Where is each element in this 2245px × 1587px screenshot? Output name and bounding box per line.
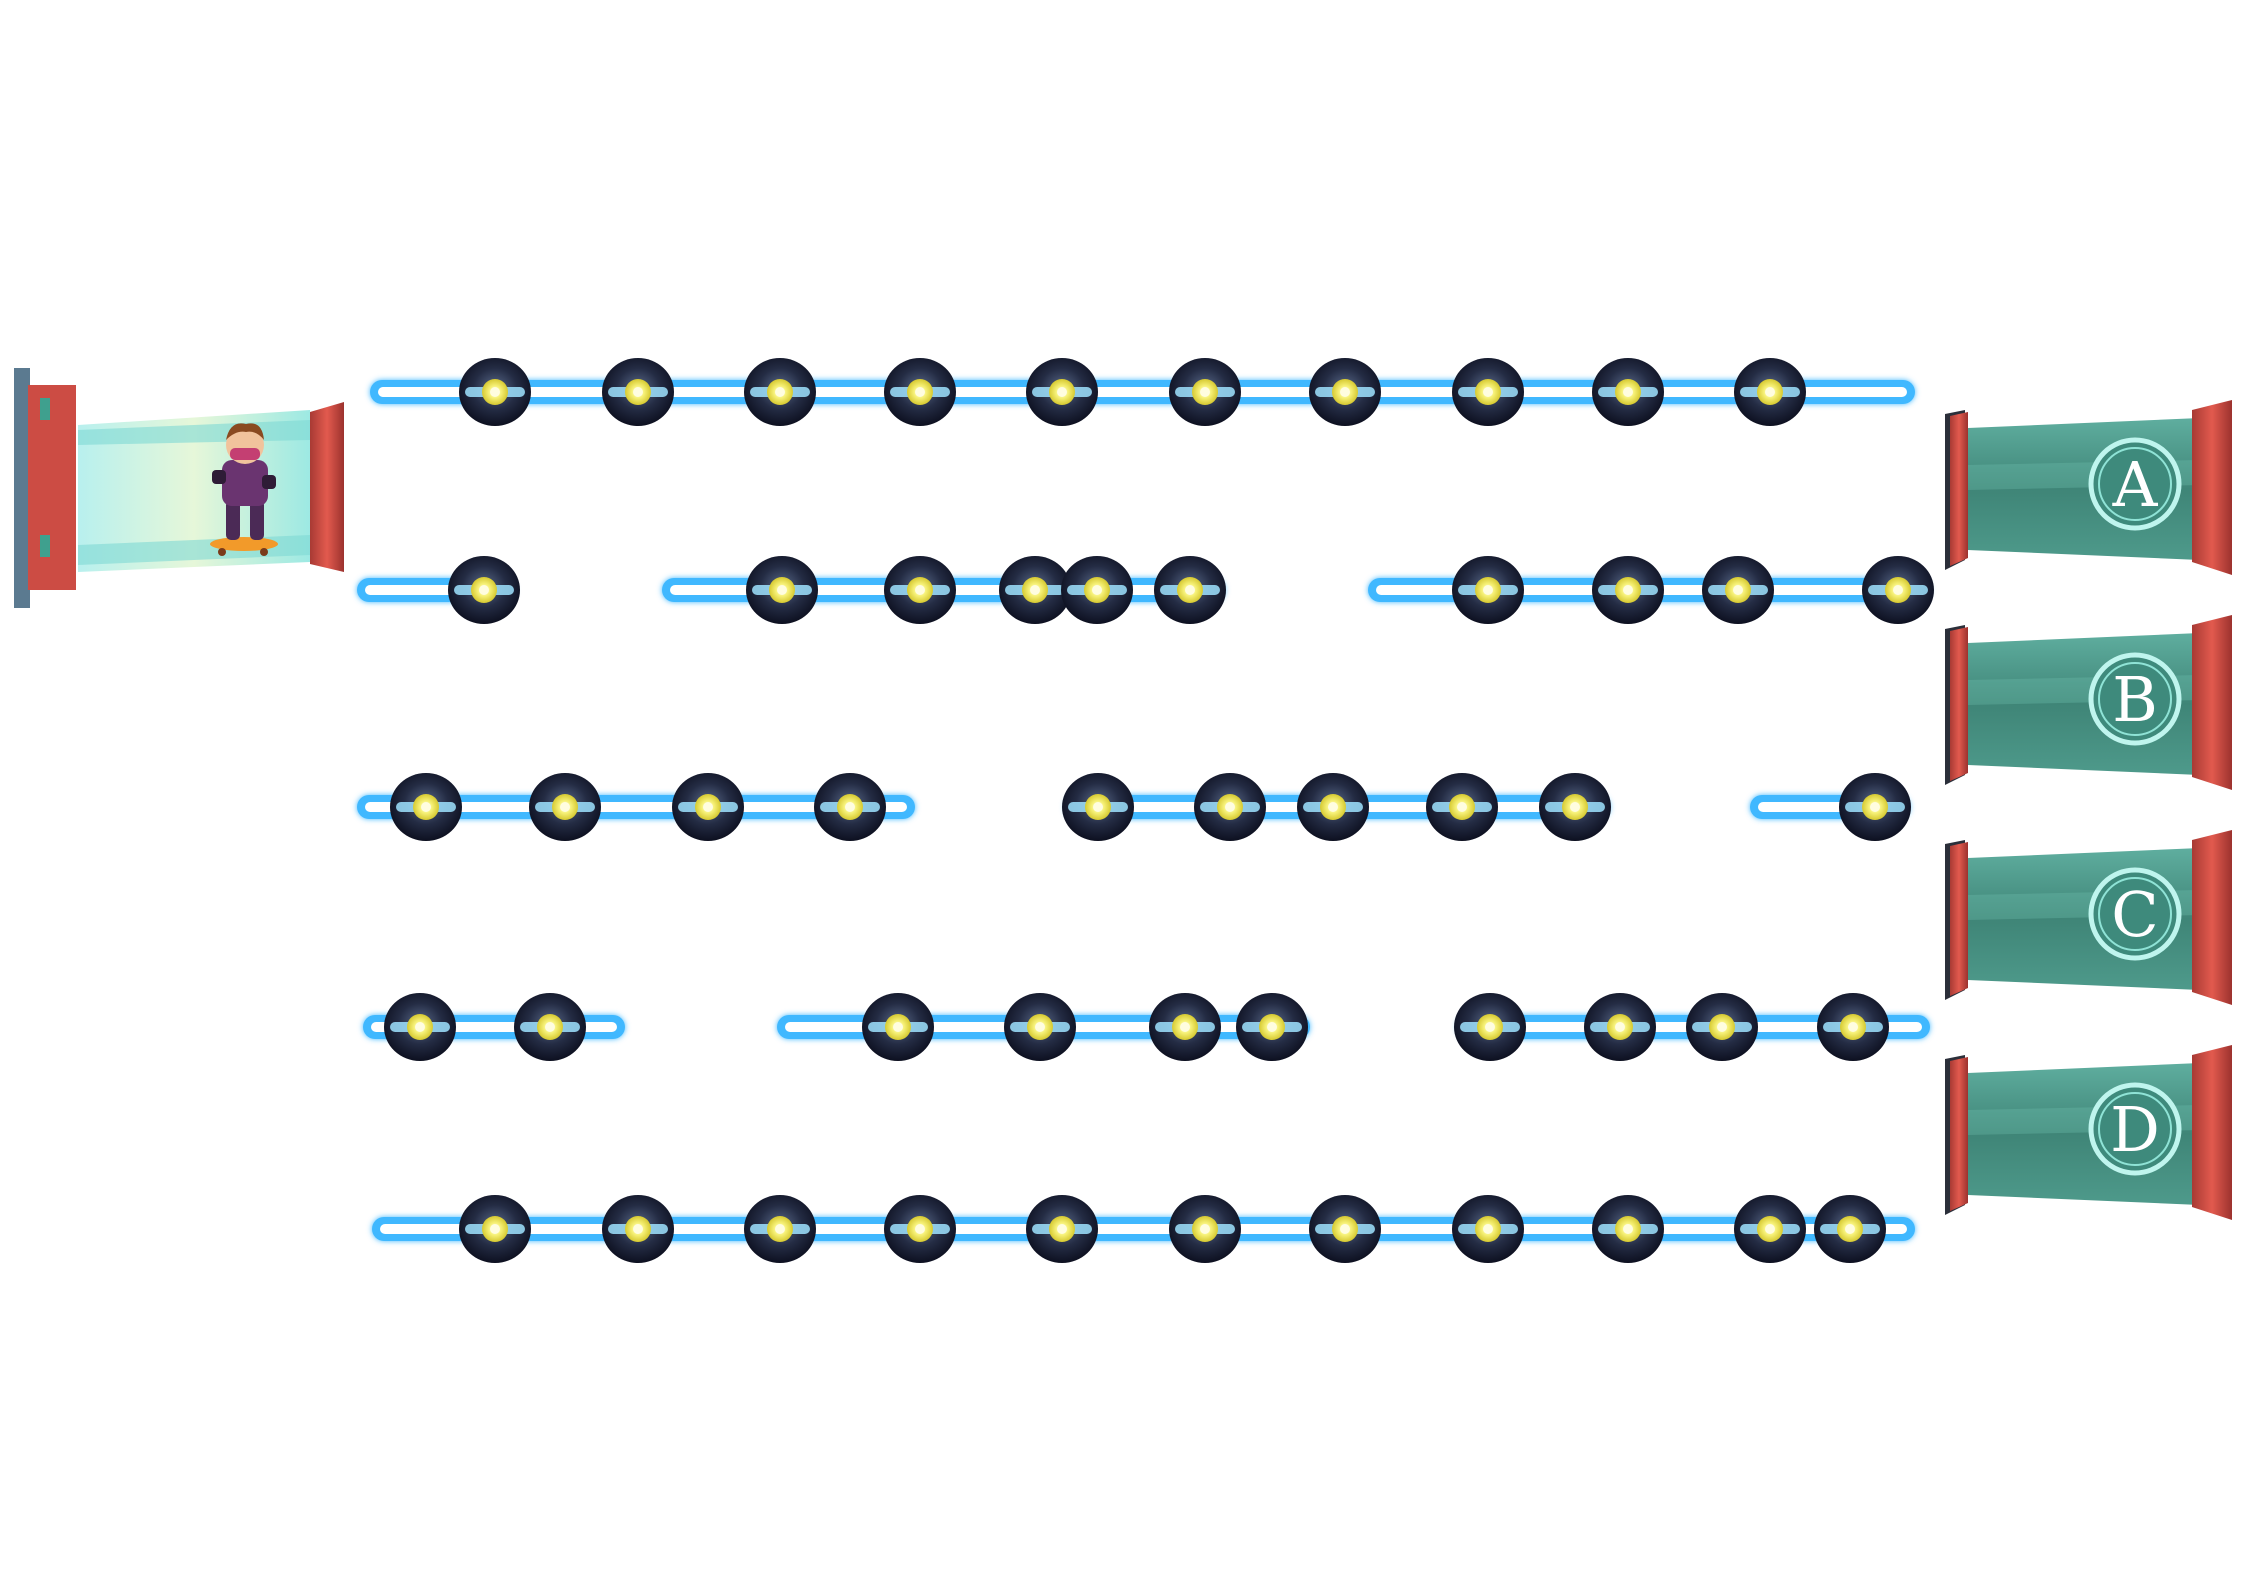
gate-a[interactable]: A bbox=[1945, 400, 2232, 575]
character-leg bbox=[250, 500, 264, 540]
laser-node bbox=[1702, 556, 1774, 624]
laser-row-4 bbox=[363, 993, 1930, 1061]
gate-label: D bbox=[2110, 1093, 2160, 1166]
laser-node bbox=[1026, 358, 1098, 426]
laser-node bbox=[1452, 1195, 1524, 1263]
character-leg bbox=[226, 500, 240, 540]
start-portal-frame-left bbox=[14, 368, 30, 608]
gate-d[interactable]: D bbox=[1945, 1045, 2232, 1220]
laser-node bbox=[1734, 1195, 1806, 1263]
skateboard bbox=[210, 537, 278, 551]
laser-node bbox=[1452, 556, 1524, 624]
laser-node bbox=[514, 993, 586, 1061]
character-hair bbox=[226, 423, 264, 440]
laser-node bbox=[1297, 773, 1369, 841]
laser-node bbox=[1814, 1195, 1886, 1263]
gate-frame-right bbox=[2192, 615, 2232, 790]
gate-c[interactable]: C bbox=[1945, 830, 2232, 1005]
gate-pillar bbox=[1950, 1057, 1968, 1211]
laser-node bbox=[1149, 993, 1221, 1061]
gate-pillar bbox=[1950, 842, 1968, 996]
laser-node bbox=[529, 773, 601, 841]
laser-node bbox=[1309, 358, 1381, 426]
laser-node bbox=[1539, 773, 1611, 841]
laser-beam-core bbox=[365, 802, 907, 812]
laser-row-1 bbox=[370, 358, 1915, 426]
laser-node bbox=[384, 993, 456, 1061]
laser-node bbox=[459, 1195, 531, 1263]
start-portal-light bbox=[40, 398, 50, 420]
laser-node bbox=[1061, 556, 1133, 624]
gates: A B C D bbox=[1945, 400, 2232, 1220]
laser-node bbox=[459, 358, 531, 426]
gate-b[interactable]: B bbox=[1945, 615, 2232, 790]
gate-portal-icon bbox=[2088, 437, 2182, 531]
laser-node bbox=[1686, 993, 1758, 1061]
laser-node bbox=[1169, 1195, 1241, 1263]
laser-node bbox=[602, 1195, 674, 1263]
laser-node bbox=[884, 358, 956, 426]
character-hand bbox=[262, 475, 276, 489]
gate-pillar bbox=[1950, 627, 1968, 781]
gate-frame-right bbox=[2192, 830, 2232, 1005]
skateboard-wheel bbox=[260, 548, 268, 556]
character-hand bbox=[212, 470, 226, 484]
laser-node bbox=[1734, 358, 1806, 426]
laser-node bbox=[744, 358, 816, 426]
character-body bbox=[222, 460, 268, 506]
laser-node bbox=[1236, 993, 1308, 1061]
laser-row-2 bbox=[357, 556, 1934, 624]
laser-node bbox=[448, 556, 520, 624]
gate-label: C bbox=[2111, 878, 2158, 951]
start-portal-pillar bbox=[28, 385, 76, 590]
laser-node bbox=[602, 358, 674, 426]
start-portal bbox=[14, 368, 344, 608]
laser-node bbox=[1452, 358, 1524, 426]
laser-node bbox=[884, 1195, 956, 1263]
laser-node bbox=[1584, 993, 1656, 1061]
laser-node bbox=[1592, 1195, 1664, 1263]
laser-tracks bbox=[357, 358, 1934, 1263]
gate-label: A bbox=[2112, 448, 2159, 521]
laser-node bbox=[390, 773, 462, 841]
gate-portal-icon bbox=[2088, 1082, 2182, 1176]
laser-node bbox=[1817, 993, 1889, 1061]
laser-node bbox=[999, 556, 1071, 624]
laser-row-3 bbox=[357, 773, 1911, 841]
laser-node bbox=[1062, 773, 1134, 841]
laser-node bbox=[1004, 993, 1076, 1061]
gate-frame-right bbox=[2192, 1045, 2232, 1220]
start-portal-light bbox=[40, 535, 50, 557]
laser-node bbox=[744, 1195, 816, 1263]
laser-node bbox=[672, 773, 744, 841]
laser-node bbox=[1154, 556, 1226, 624]
laser-row-5 bbox=[372, 1195, 1915, 1263]
laser-node bbox=[746, 556, 818, 624]
character-mask bbox=[230, 448, 260, 460]
laser-node bbox=[1862, 556, 1934, 624]
start-portal-frame-right bbox=[310, 402, 344, 572]
gate-frame-right bbox=[2192, 400, 2232, 575]
laser-node bbox=[1592, 556, 1664, 624]
laser-node bbox=[862, 993, 934, 1061]
gate-portal-icon bbox=[2088, 652, 2182, 746]
laser-node bbox=[1426, 773, 1498, 841]
laser-node bbox=[1592, 358, 1664, 426]
skateboarder-ninja-character[interactable] bbox=[210, 423, 278, 556]
laser-node bbox=[884, 556, 956, 624]
laser-node bbox=[1169, 358, 1241, 426]
laser-node bbox=[1309, 1195, 1381, 1263]
gate-pillar bbox=[1950, 412, 1968, 566]
laser-node bbox=[1194, 773, 1266, 841]
gate-portal-icon bbox=[2088, 867, 2182, 961]
laser-node bbox=[1454, 993, 1526, 1061]
laser-node bbox=[1839, 773, 1911, 841]
laser-node bbox=[1026, 1195, 1098, 1263]
laser-node bbox=[814, 773, 886, 841]
gate-label: B bbox=[2112, 663, 2158, 736]
skateboard-wheel bbox=[218, 548, 226, 556]
